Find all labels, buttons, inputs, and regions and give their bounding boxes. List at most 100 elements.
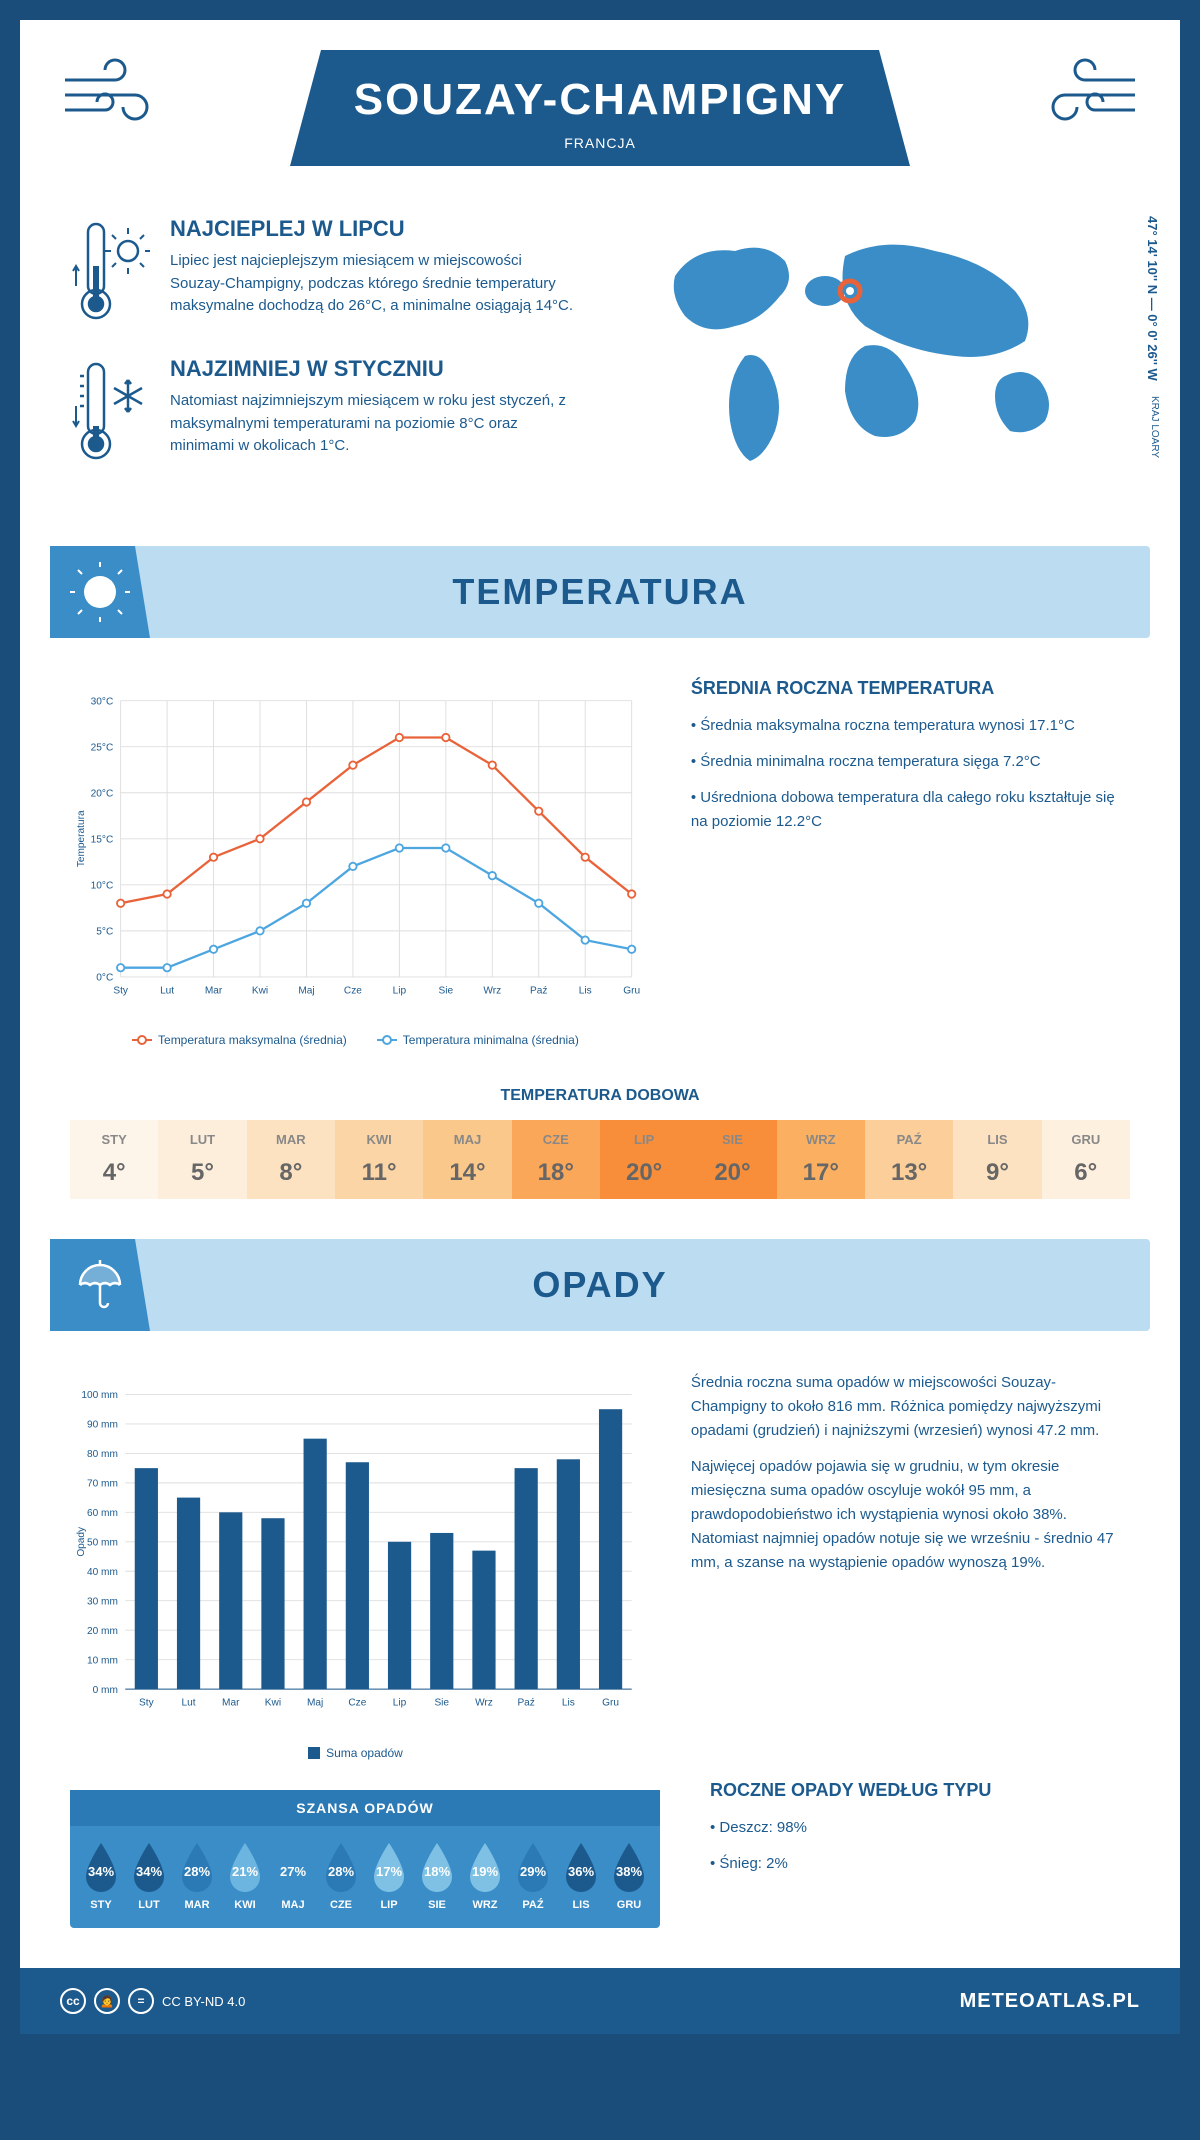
svg-text:Maj: Maj (307, 1698, 323, 1709)
svg-text:100 mm: 100 mm (81, 1390, 118, 1401)
daily-temp-title: TEMPERATURA DOBOWA (70, 1087, 1130, 1105)
brand-name: METEOATLAS.PL (960, 1990, 1140, 2013)
umbrella-icon (50, 1239, 150, 1331)
rain-drop: 36%LIS (560, 1841, 602, 1911)
svg-text:Temperatura: Temperatura (76, 810, 87, 867)
footer: cc 🙍 = CC BY-ND 4.0 METEOATLAS.PL (20, 1968, 1180, 2034)
hottest-title: NAJCIEPLEJ W LIPCU (170, 216, 580, 242)
temperature-content: 0°C5°C10°C15°C20°C25°C30°CStyLutMarKwiMa… (20, 658, 1180, 1067)
header: SOUZAY-CHAMPIGNY FRANCJA (20, 20, 1180, 186)
svg-text:15°C: 15°C (91, 834, 114, 845)
rain-drop: 28%MAR (176, 1841, 218, 1911)
svg-text:Lis: Lis (579, 985, 592, 996)
hottest-block: NAJCIEPLEJ W LIPCU Lipiec jest najcieple… (70, 216, 580, 331)
svg-text:Wrz: Wrz (475, 1698, 493, 1709)
temp-stat-item: Uśredniona dobowa temperatura dla całego… (691, 786, 1130, 834)
by-type-item: Deszcz: 98% (710, 1816, 1130, 1840)
page-subtitle: FRANCJA (350, 135, 850, 151)
svg-text:50 mm: 50 mm (87, 1537, 118, 1548)
svg-text:Lis: Lis (562, 1698, 575, 1709)
cc-icon: cc (60, 1988, 86, 2014)
rain-drop: 18%SIE (416, 1841, 458, 1911)
intro-text-column: NAJCIEPLEJ W LIPCU Lipiec jest najcieple… (70, 216, 580, 496)
temperature-chart-column: 0°C5°C10°C15°C20°C25°C30°CStyLutMarKwiMa… (70, 678, 641, 1047)
precip-text-1: Średnia roczna suma opadów w miejscowośc… (691, 1371, 1130, 1443)
coldest-text: NAJZIMNIEJ W STYCZNIU Natomiast najzimni… (170, 356, 580, 471)
svg-text:Lip: Lip (393, 1698, 407, 1709)
rain-drop: 34%STY (80, 1841, 122, 1911)
svg-text:Paź: Paź (517, 1698, 534, 1709)
map-column: 47° 14' 10'' N — 0° 0' 26'' W KRAJ LOARY (620, 216, 1130, 496)
daily-temp-cell: LIP20° (600, 1120, 688, 1199)
page-title: SOUZAY-CHAMPIGNY (350, 75, 850, 125)
wind-icon (1030, 50, 1140, 144)
license: cc 🙍 = CC BY-ND 4.0 (60, 1988, 245, 2014)
legend-sum: Suma opadów (308, 1746, 403, 1760)
rain-drop: 29%PAŹ (512, 1841, 554, 1911)
svg-text:40 mm: 40 mm (87, 1567, 118, 1578)
svg-text:Mar: Mar (205, 985, 223, 996)
svg-text:Cze: Cze (344, 985, 362, 996)
daily-temp-cell: CZE18° (512, 1120, 600, 1199)
daily-temp-cell: PAŹ13° (865, 1120, 953, 1199)
rain-drop: 34%LUT (128, 1841, 170, 1911)
rain-drop: 21%KWI (224, 1841, 266, 1911)
precipitation-title: OPADY (75, 1264, 1125, 1306)
svg-text:70 mm: 70 mm (87, 1479, 118, 1490)
temperature-section-header: TEMPERATURA (50, 546, 1150, 638)
svg-text:Opady: Opady (76, 1526, 87, 1557)
rain-drops-row: 34%STY34%LUT28%MAR21%KWI27%MAJ28%CZE17%L… (70, 1826, 660, 1916)
svg-text:Lut: Lut (160, 985, 174, 996)
temperature-legend: .legend-item:nth-child(1) .legend-swatch… (70, 1033, 641, 1047)
daily-temperature: TEMPERATURA DOBOWA STY4°LUT5°MAR8°KWI11°… (20, 1067, 1180, 1219)
temperature-title: TEMPERATURA (75, 571, 1125, 613)
svg-text:Gru: Gru (602, 1698, 619, 1709)
by-icon: 🙍 (94, 1988, 120, 2014)
by-type-item: Śnieg: 2% (710, 1852, 1130, 1876)
daily-temp-cell: SIE20° (688, 1120, 776, 1199)
region-label: KRAJ LOARY (1149, 396, 1160, 458)
svg-text:60 mm: 60 mm (87, 1508, 118, 1519)
svg-text:5°C: 5°C (96, 927, 113, 938)
temp-stat-item: Średnia maksymalna roczna temperatura wy… (691, 714, 1130, 738)
svg-text:80 mm: 80 mm (87, 1449, 118, 1460)
legend-max: .legend-item:nth-child(1) .legend-swatch… (132, 1033, 347, 1047)
svg-text:20°C: 20°C (91, 788, 114, 799)
svg-text:Cze: Cze (348, 1698, 366, 1709)
coldest-body: Natomiast najzimniejszym miesiącem w rok… (170, 390, 580, 458)
rain-chance-panel: SZANSA OPADÓW 34%STY34%LUT28%MAR21%KWI27… (70, 1790, 660, 1928)
daily-temp-cell: WRZ17° (777, 1120, 865, 1199)
world-map (620, 216, 1130, 476)
title-band: SOUZAY-CHAMPIGNY FRANCJA (290, 50, 910, 166)
sun-icon (50, 546, 150, 638)
legend-min: .legend-item:nth-child(2) .legend-swatch… (377, 1033, 579, 1047)
svg-text:Sty: Sty (139, 1698, 155, 1709)
svg-text:90 mm: 90 mm (87, 1420, 118, 1431)
daily-temp-table: STY4°LUT5°MAR8°KWI11°MAJ14°CZE18°LIP20°S… (70, 1120, 1130, 1199)
rain-drop: 27%MAJ (272, 1841, 314, 1911)
page: SOUZAY-CHAMPIGNY FRANCJA NAJCIEPLEJ W LI… (20, 20, 1180, 2034)
temperature-line-chart: 0°C5°C10°C15°C20°C25°C30°CStyLutMarKwiMa… (70, 678, 641, 1018)
temp-stat-item: Średnia minimalna roczna temperatura się… (691, 750, 1130, 774)
coldest-title: NAJZIMNIEJ W STYCZNIU (170, 356, 580, 382)
thermometer-hot-icon (70, 216, 150, 331)
svg-text:20 mm: 20 mm (87, 1626, 118, 1637)
daily-temp-cell: GRU6° (1042, 1120, 1130, 1199)
precip-text-2: Najwięcej opadów pojawia się w grudniu, … (691, 1455, 1130, 1575)
precipitation-section-header: OPADY (50, 1239, 1150, 1331)
daily-temp-cell: MAR8° (247, 1120, 335, 1199)
thermometer-cold-icon (70, 356, 150, 471)
temperature-stats: ŚREDNIA ROCZNA TEMPERATURA Średnia maksy… (691, 678, 1130, 1047)
svg-text:10 mm: 10 mm (87, 1655, 118, 1666)
coordinates: 47° 14' 10'' N — 0° 0' 26'' W (1145, 216, 1160, 381)
hottest-body: Lipiec jest najcieplejszym miesiącem w m… (170, 250, 580, 318)
svg-text:25°C: 25°C (91, 742, 114, 753)
svg-text:Mar: Mar (222, 1698, 240, 1709)
precipitation-bar-chart: 0 mm10 mm20 mm30 mm40 mm50 mm60 mm70 mm8… (70, 1371, 641, 1731)
hottest-text: NAJCIEPLEJ W LIPCU Lipiec jest najcieple… (170, 216, 580, 331)
rain-drop: 19%WRZ (464, 1841, 506, 1911)
svg-text:Sty: Sty (113, 985, 129, 996)
rain-drop: 38%GRU (608, 1841, 650, 1911)
svg-text:Lut: Lut (182, 1698, 196, 1709)
svg-text:10°C: 10°C (91, 881, 114, 892)
